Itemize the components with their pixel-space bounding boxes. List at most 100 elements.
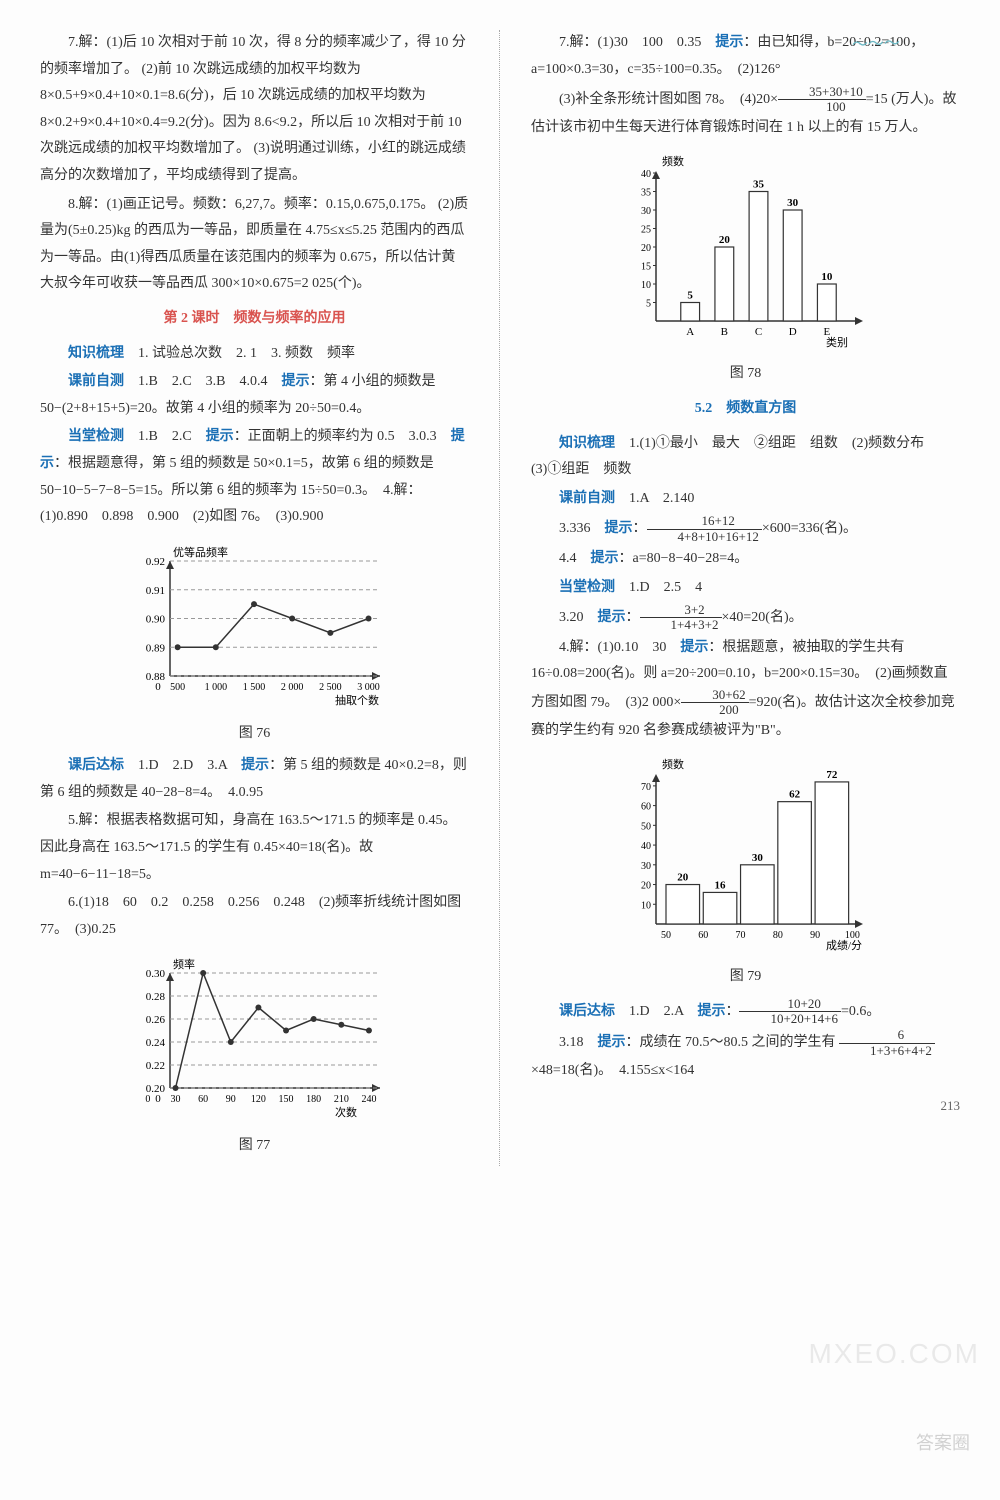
keqian-hint: 提示 — [282, 374, 310, 389]
chart-76-caption: 图 76 — [40, 721, 469, 748]
svg-text:90: 90 — [810, 930, 820, 941]
svg-text:150: 150 — [278, 1094, 293, 1105]
r-p3-post: ×48=18(名)。 4.155≤x<164 — [531, 1063, 694, 1078]
right-kq4: 4.4 提示：a=80−8−40−28=4。 — [531, 546, 960, 573]
svg-text:25: 25 — [641, 225, 651, 236]
left-p8: 8.解：(1)画正记号。频数：6,27,7。频率：0.15,0.675,0.17… — [40, 192, 469, 298]
svg-text:62: 62 — [789, 789, 801, 801]
r-dt3-hint: 提示 — [598, 610, 626, 625]
r-kq4-text: ：a=80−8−40−28=4。 — [619, 551, 749, 566]
svg-text:100: 100 — [844, 930, 859, 941]
svg-text:30: 30 — [751, 852, 763, 864]
r-zhishi-label: 知识梳理 — [559, 436, 615, 451]
right-dt3: 3.20 提示：3+21+4+3+2×40=20(名)。 — [531, 603, 960, 633]
frac-kq3: 16+124+8+10+16+12 — [647, 514, 762, 544]
svg-text:B: B — [720, 326, 727, 338]
svg-text:0.92: 0.92 — [145, 556, 164, 568]
svg-text:10: 10 — [641, 900, 651, 911]
chart-78-caption: 图 78 — [531, 361, 960, 388]
svg-text:1 500: 1 500 — [242, 682, 265, 693]
kehou-text: 1.D 2.D 3.A — [124, 758, 241, 773]
dt-hint: 提示 — [206, 429, 234, 444]
svg-text:D: D — [788, 326, 796, 338]
dangtang-label: 当堂检测 — [68, 429, 124, 444]
r-p4a: 4.解：(1)0.10 30 — [559, 640, 680, 655]
section-52-title: 5.2 频数直方图 — [531, 396, 960, 423]
watermark-url: MXEO.COM — [808, 1327, 980, 1380]
svg-text:70: 70 — [735, 930, 745, 941]
svg-text:10: 10 — [821, 271, 833, 283]
r-p3-mid: ：成绩在 70.5～80.5 之间的学生有 — [626, 1035, 840, 1050]
right-p3: 3.18 提示：成绩在 70.5～80.5 之间的学生有 61+3+6+4+2×… — [531, 1028, 960, 1084]
svg-text:频率: 频率 — [173, 957, 195, 971]
r-dt3-pre: 3.20 — [559, 610, 598, 625]
r-p3-pre: 3.18 — [559, 1035, 598, 1050]
right-p7b: (3)补全条形统计图如图 78。 (4)20×35+30+10100=15 (万… — [531, 85, 960, 141]
hand-scribble: ～～～ — [851, 29, 900, 61]
svg-text:0.26: 0.26 — [145, 1014, 165, 1026]
svg-text:15: 15 — [641, 262, 651, 273]
frac-78: 35+30+10100 — [778, 85, 866, 115]
dt-hint2-text: ：根据题意得，第 5 组的频数是 50×0.1=5，故第 6 组的频数是 50−… — [40, 456, 434, 524]
chart-77: 频率次数0.200.220.240.260.280.30030609012015… — [115, 953, 395, 1123]
svg-text:10: 10 — [641, 280, 651, 291]
svg-text:60: 60 — [698, 930, 708, 941]
svg-text:50: 50 — [661, 930, 671, 941]
dt-hint-text: ：正面朝上的频率约为 0.5 3.0.3 — [234, 429, 451, 444]
frac-kh: 10+2010+20+14+6 — [739, 997, 841, 1027]
r-kq4-hint: 提示 — [591, 551, 619, 566]
svg-text:120: 120 — [250, 1094, 265, 1105]
svg-text:30: 30 — [641, 861, 651, 872]
chart-79: 频数成绩/分1020304050607020163062725060708090… — [616, 754, 876, 954]
r-kh-post: =0.6。 — [841, 1004, 880, 1019]
r-kehou-text: 1.D 2.A — [615, 1004, 697, 1019]
svg-text:0: 0 — [155, 1093, 161, 1105]
watermark-brand: 答案圈 — [916, 1426, 970, 1460]
r-kq3-mid: ： — [633, 521, 647, 536]
left-kehou: 课后达标 1.D 2.D 3.A 提示：第 5 组的频数是 40×0.2=8，则… — [40, 753, 469, 806]
svg-text:频数: 频数 — [662, 757, 684, 771]
left-column: 7.解：(1)后 10 次相对于前 10 次，得 8 分的频率减少了，得 10 … — [40, 30, 469, 1166]
svg-text:70: 70 — [641, 782, 651, 793]
svg-text:2 500: 2 500 — [319, 682, 342, 693]
right-kq3: 3.336 提示：16+124+8+10+16+12×600=336(名)。 — [531, 514, 960, 544]
r-kh-hint: 提示 — [697, 1004, 725, 1019]
r-p7b-pre: (3)补全条形统计图如图 78。 (4)20× — [559, 92, 778, 107]
svg-text:1 000: 1 000 — [204, 682, 227, 693]
right-column: 7.解：(1)30 100 0.35 提示：由已知得，b=20÷0.2=100，… — [531, 30, 960, 1166]
page-number: 213 — [531, 1094, 960, 1119]
left-p7: 7.解：(1)后 10 次相对于前 10 次，得 8 分的频率减少了，得 10 … — [40, 30, 469, 190]
svg-text:E: E — [823, 326, 830, 338]
svg-text:优等品频率: 优等品频率 — [173, 545, 228, 559]
svg-text:5: 5 — [646, 299, 651, 310]
svg-text:A: A — [686, 326, 694, 338]
svg-text:C: C — [754, 326, 761, 338]
kh-hint: 提示 — [241, 758, 269, 773]
left-zhishi: 知识梳理 1. 试验总次数 2. 1 3. 频数 频率 — [40, 341, 469, 368]
left-p5: 5.解：根据表格数据可知，身高在 163.5～171.5 的频率是 0.45。因… — [40, 808, 469, 888]
svg-text:抽取个数: 抽取个数 — [335, 693, 379, 707]
frac-dt3: 3+21+4+3+2 — [640, 603, 722, 633]
svg-text:0.91: 0.91 — [145, 584, 164, 596]
chart-77-caption: 图 77 — [40, 1133, 469, 1160]
svg-text:60: 60 — [198, 1094, 208, 1105]
page-container: 7.解：(1)后 10 次相对于前 10 次，得 8 分的频率减少了，得 10 … — [40, 30, 960, 1166]
r-kq3-post: ×600=336(名)。 — [762, 521, 857, 536]
chart-78: 频数类别5101520253035405A20B35C30D10E — [616, 151, 876, 351]
r-keqian-text: 1.A 2.140 — [615, 491, 694, 506]
dangtang-text: 1.B 2.C — [124, 429, 206, 444]
r-dangtang-text: 1.D 2.5 4 — [615, 580, 702, 595]
kehou-label: 课后达标 — [68, 758, 124, 773]
svg-text:2 000: 2 000 — [280, 682, 303, 693]
left-keqian: 课前自测 1.B 2.C 3.B 4.0.4 提示：第 4 小组的频数是 50−… — [40, 369, 469, 422]
r-p7-hint: 提示 — [715, 35, 743, 50]
svg-text:0.24: 0.24 — [145, 1037, 165, 1049]
column-divider — [499, 30, 501, 1166]
svg-text:240: 240 — [361, 1094, 376, 1105]
r-dt3-post: ×40=20(名)。 — [722, 610, 803, 625]
keqian-label: 课前自测 — [68, 374, 124, 389]
svg-text:500: 500 — [170, 682, 185, 693]
r-dt3-mid: ： — [626, 610, 640, 625]
right-keqian: 课前自测 1.A 2.140 — [531, 486, 960, 513]
right-zhishi: 知识梳理 1.(1)①最小 最大 ②组距 组数 (2)频数分布 (3)①组距 频… — [531, 431, 960, 484]
